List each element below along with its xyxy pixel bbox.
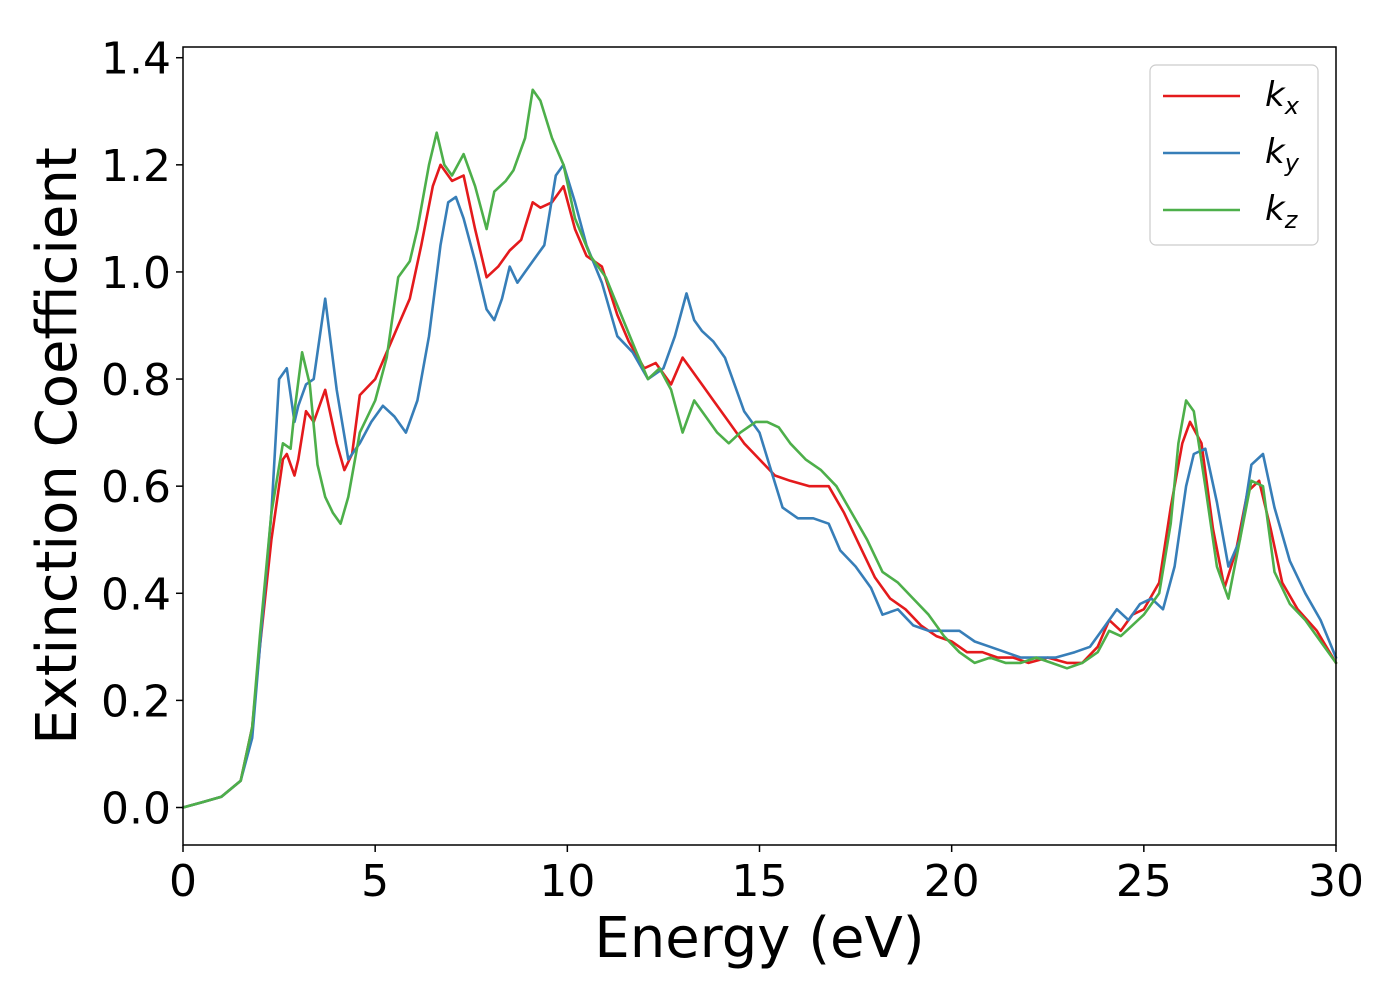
x-axis: 0 5 10 15 20 25 30 [169, 845, 1364, 907]
y-tick-label: 0.2 [101, 676, 171, 727]
series-line-x [181, 163, 1338, 809]
legend-box [1149, 64, 1319, 246]
y-tick-label: 1.4 [101, 34, 171, 85]
legend-label-sub: x [1284, 92, 1300, 120]
y-tick-label: 0.6 [101, 462, 171, 513]
x-tick-label: 25 [1116, 856, 1172, 907]
series-line-y [181, 163, 1338, 809]
series-line-z [181, 88, 1338, 809]
legend-label-sub: z [1284, 206, 1299, 234]
y-tick-label: 0.4 [101, 569, 171, 620]
x-tick-label: 20 [924, 856, 980, 907]
legend-label-sub: y [1284, 149, 1300, 177]
legend-label-main: k [1265, 75, 1286, 115]
x-tick-label: 5 [361, 856, 389, 907]
x-axis-label: Energy (eV) [594, 906, 924, 971]
legend-label-y: ky [1265, 132, 1300, 177]
y-tick-label: 1.0 [101, 248, 171, 299]
x-tick-label: 10 [539, 856, 595, 907]
legend-label-z: kz [1265, 189, 1299, 234]
y-axis-label: Extinction Coefficient [25, 147, 90, 745]
x-tick-label: 15 [732, 856, 788, 907]
y-tick-label: 1.2 [101, 141, 171, 192]
y-tick-label: 0.8 [101, 355, 171, 406]
y-axis: 0.0 0.2 0.4 0.6 0.8 1.0 1.2 1.4 [101, 34, 183, 835]
y-tick-label: 0.0 [101, 784, 171, 835]
legend-label-main: k [1265, 189, 1286, 229]
legend-label-x: kx [1265, 75, 1300, 120]
series-layer [181, 88, 1338, 809]
x-tick-label: 0 [169, 856, 197, 907]
legend-label-main: k [1265, 132, 1286, 172]
x-tick-label: 30 [1308, 856, 1364, 907]
